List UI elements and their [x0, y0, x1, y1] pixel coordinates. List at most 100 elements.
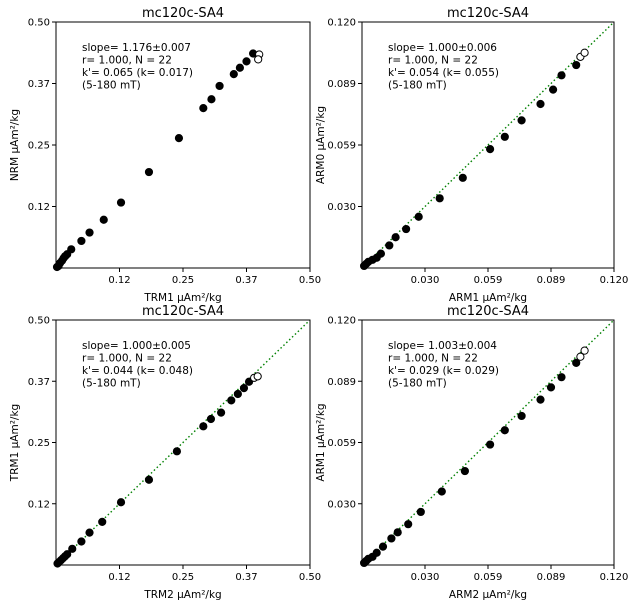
y-tick-label: 0.059: [327, 438, 356, 449]
annotation-line: (5-180 mT): [388, 378, 447, 390]
y-axis-label: ARM1 µAm²/kg: [315, 403, 327, 481]
y-tick-label: 0.030: [327, 202, 356, 213]
y-tick-label: 0.25: [28, 141, 50, 152]
data-point-open: [254, 55, 263, 64]
data-point: [486, 440, 495, 449]
data-point: [229, 70, 238, 79]
data-point: [199, 422, 208, 431]
data-point: [486, 145, 495, 154]
x-axis-label: ARM1 µAm²/kg: [449, 292, 527, 304]
data-point: [372, 548, 381, 557]
chart-title: mc120c-SA4: [142, 304, 224, 319]
annotation-line: k'= 0.029 (k= 0.029): [388, 365, 499, 377]
x-tick-label: 0.37: [235, 275, 257, 286]
data-point: [217, 408, 226, 417]
annotation-line: (5-180 mT): [82, 80, 141, 92]
chart-panel-2: mc120c-SA4 0.030 0.059 0.089 0.120 0.030 0.059…: [315, 6, 628, 304]
fit-line: [361, 319, 615, 566]
data-point: [549, 85, 558, 94]
annotation-line: r= 1.000, N = 22: [388, 353, 478, 365]
y-tick-label: 0.120: [327, 18, 356, 29]
data-point: [63, 550, 72, 559]
x-tick-label: 0.50: [299, 572, 321, 583]
chart-panel-4: mc120c-SA4 0.030 0.059 0.089 0.120 0.030 0.059…: [315, 304, 628, 601]
y-axis-label: TRM1 µAm²/kg: [9, 404, 21, 482]
data-point: [517, 116, 526, 125]
y-tick-label: 0.120: [327, 316, 356, 327]
x-tick-label: 0.059: [474, 572, 503, 583]
data-point: [536, 395, 545, 404]
data-point: [85, 228, 94, 237]
x-tick-label: 0.030: [411, 275, 440, 286]
annotation-line: r= 1.000, N = 22: [82, 353, 172, 365]
data-point: [85, 528, 94, 537]
chart-panel-3: mc120c-SA4 0.12 0.25 0.37 0.50 0.12 0.25 0.37 0.…: [9, 304, 321, 601]
x-tick-label: 0.12: [108, 572, 130, 583]
annotation-line: slope= 1.000±0.006: [388, 42, 497, 54]
data-point: [376, 249, 385, 258]
chart-title: mc120c-SA4: [447, 304, 529, 319]
x-tick-label: 0.37: [235, 572, 257, 583]
data-point: [227, 396, 236, 405]
data-point: [98, 517, 107, 526]
y-tick-label: 0.12: [28, 202, 50, 213]
data-point: [116, 198, 126, 207]
data-point: [458, 173, 467, 182]
data-point: [68, 544, 77, 553]
data-point: [233, 389, 242, 399]
x-tick-label: 0.12: [108, 275, 130, 286]
data-point-open: [580, 48, 589, 57]
data-point: [414, 212, 423, 221]
data-point: [144, 475, 154, 484]
data-point: [235, 63, 244, 72]
data-point-open: [253, 372, 262, 381]
y-tick-label: 0.37: [28, 377, 50, 388]
data-point: [460, 466, 469, 476]
annotation-line: slope= 1.176±0.007: [82, 42, 191, 54]
y-tick-label: 0.12: [28, 499, 50, 510]
chart-panel-1: mc120c-SA4 0.12 0.25 0.37 0.50 0.12 0.25 0.37 0.…: [9, 6, 321, 304]
chart-title: mc120c-SA4: [447, 6, 529, 21]
data-point: [437, 487, 446, 496]
annotation-line: (5-180 mT): [82, 378, 141, 390]
data-point-open: [576, 352, 585, 361]
y-tick-label: 0.089: [327, 79, 356, 90]
data-point: [174, 134, 184, 143]
y-tick-label: 0.50: [28, 18, 50, 29]
y-tick-label: 0.030: [327, 499, 356, 510]
data-point: [378, 542, 388, 551]
x-axis-label: ARM2 µAm²/kg: [449, 589, 527, 601]
annotation-line: r= 1.000, N = 22: [82, 55, 172, 67]
x-axis-label: TRM2 µAm²/kg: [143, 589, 221, 601]
data-point-open: [580, 346, 589, 355]
data-point: [416, 507, 425, 517]
x-tick-label: 0.25: [172, 275, 194, 286]
data-point: [239, 384, 249, 393]
data-point: [116, 498, 126, 507]
annotation-line: (5-180 mT): [388, 80, 447, 92]
data-point: [242, 57, 251, 66]
x-tick-label: 0.089: [537, 275, 566, 286]
x-tick-label: 0.120: [600, 275, 629, 286]
y-tick-label: 0.059: [327, 141, 356, 152]
data-point: [500, 426, 509, 435]
y-tick-label: 0.37: [28, 79, 50, 90]
x-axis-label: TRM1 µAm²/kg: [143, 292, 221, 304]
data-point: [391, 233, 400, 242]
data-point: [77, 537, 86, 546]
data-point: [385, 241, 394, 250]
y-axis-label: NRM µAm²/kg: [9, 109, 21, 181]
data-point: [393, 528, 402, 537]
data-point: [77, 236, 86, 246]
x-tick-label: 0.25: [172, 572, 194, 583]
data-point: [199, 104, 208, 113]
data-point: [404, 520, 413, 529]
data-point: [99, 215, 108, 224]
x-tick-label: 0.030: [411, 572, 440, 583]
data-point: [172, 447, 182, 456]
data-point: [435, 194, 444, 203]
data-point: [387, 534, 396, 543]
y-tick-label: 0.089: [327, 377, 356, 388]
data-point: [144, 167, 154, 177]
